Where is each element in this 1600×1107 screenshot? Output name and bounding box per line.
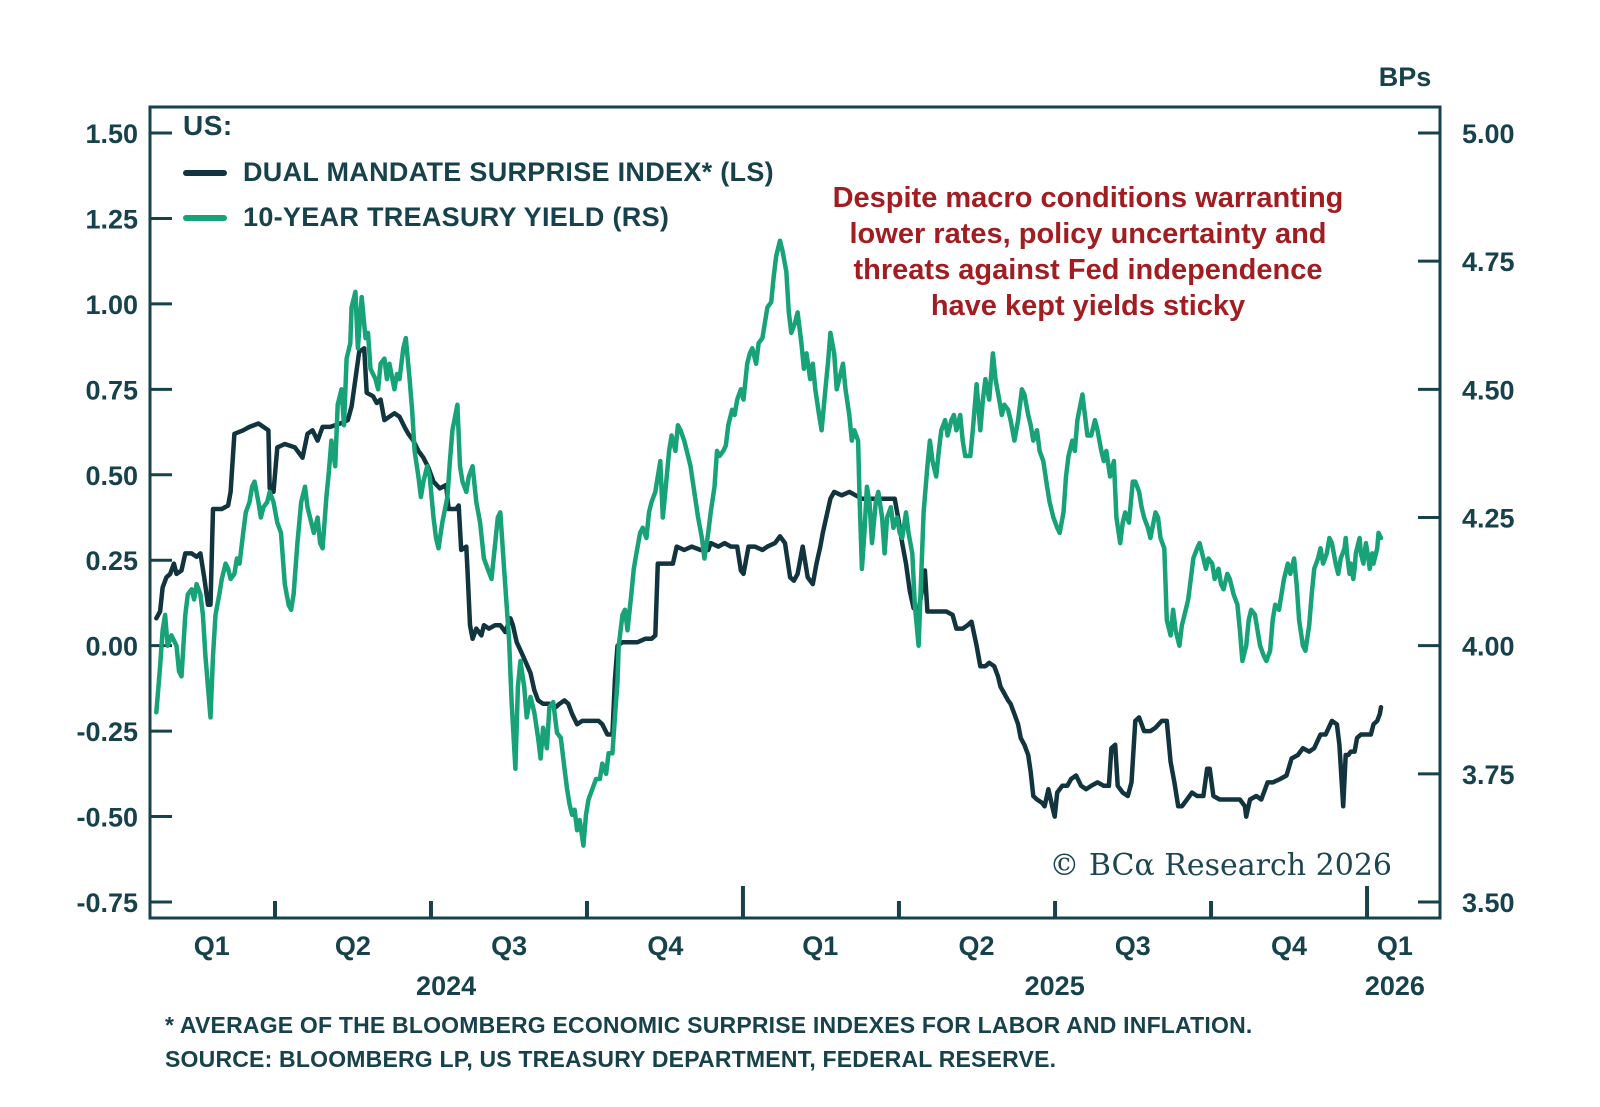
- left-axis-tick-label: -0.75: [76, 888, 138, 918]
- left-axis-tick-label: 1.25: [85, 204, 138, 234]
- plot-border: [148, 105, 1442, 920]
- left-axis-tick-label: 0.50: [85, 461, 138, 491]
- left-axis-tick-label: -0.25: [76, 717, 138, 747]
- x-axis-quarter-label: Q4: [647, 931, 683, 961]
- footnote-line: * AVERAGE OF THE BLOOMBERG ECONOMIC SURP…: [165, 1012, 1253, 1038]
- x-axis-quarter-label: Q3: [1115, 931, 1151, 961]
- x-axis-quarter-label: Q3: [491, 931, 527, 961]
- x-axis-quarter-label: Q1: [802, 931, 838, 961]
- left-axis-tick-label: 0.75: [85, 375, 138, 405]
- x-axis-year-label: 2026: [1365, 971, 1425, 1001]
- right-axis-tick-label: 3.75: [1462, 760, 1515, 790]
- annotation-line: threats against Fed independence: [853, 254, 1323, 286]
- left-axis-tick-label: 0.25: [85, 546, 138, 576]
- left-axis-tick-label: 1.00: [85, 290, 138, 320]
- annotation-line: have kept yields sticky: [930, 290, 1246, 322]
- x-axis-quarter-label: Q1: [1377, 931, 1413, 961]
- x-axis-quarter-label: Q2: [959, 931, 995, 961]
- right-axis-tick-label: 5.00: [1462, 119, 1515, 149]
- left-axis-tick-label: 1.50: [85, 119, 138, 149]
- annotation-line: lower rates, policy uncertainty and: [849, 218, 1327, 250]
- annotation-text: Despite macro conditions warranting lowe…: [798, 180, 1378, 324]
- legend-item-treasury-yield: 10-YEAR TREASURY YIELD (RS): [183, 202, 774, 233]
- navy-line-swatch-icon: [183, 169, 227, 176]
- legend-item-label: 10-YEAR TREASURY YIELD (RS): [243, 202, 670, 232]
- x-axis-year-label: 2024: [416, 971, 476, 1001]
- x-axis-quarter-label: Q2: [335, 931, 371, 961]
- right-axis-tick-label: 4.00: [1462, 632, 1515, 662]
- legend-item-dual-mandate: DUAL MANDATE SURPRISE INDEX* (LS): [183, 157, 774, 188]
- right-axis-tick-label: 4.75: [1462, 247, 1515, 277]
- right-axis-tick-label: 3.50: [1462, 888, 1515, 918]
- green-line-swatch-icon: [183, 214, 227, 221]
- x-axis-quarter-label: Q1: [194, 931, 230, 961]
- x-axis-quarter-label: Q4: [1271, 931, 1307, 961]
- copyright-watermark: © BCα Research 2026: [1049, 848, 1392, 883]
- legend-item-label: DUAL MANDATE SURPRISE INDEX* (LS): [243, 157, 774, 187]
- annotation-line: Despite macro conditions warranting: [832, 182, 1344, 214]
- left-axis-tick-label: 0.00: [85, 632, 138, 662]
- legend: US: DUAL MANDATE SURPRISE INDEX* (LS) 10…: [183, 110, 774, 233]
- x-axis-year-label: 2025: [1025, 971, 1085, 1001]
- dual-mandate-index-line: [154, 346, 1384, 819]
- footnote-block: * AVERAGE OF THE BLOOMBERG ECONOMIC SURP…: [165, 1008, 1253, 1076]
- right-axis-unit-label: BPs: [1378, 62, 1432, 92]
- treasury-yield-line: [154, 238, 1384, 848]
- footnote-line: SOURCE: BLOOMBERG LP, US TREASURY DEPART…: [165, 1046, 1057, 1072]
- right-axis-tick-label: 4.50: [1462, 375, 1515, 405]
- left-axis-tick-label: -0.50: [76, 803, 138, 833]
- legend-group-label: US:: [183, 110, 233, 141]
- right-axis-tick-label: 4.25: [1462, 504, 1515, 534]
